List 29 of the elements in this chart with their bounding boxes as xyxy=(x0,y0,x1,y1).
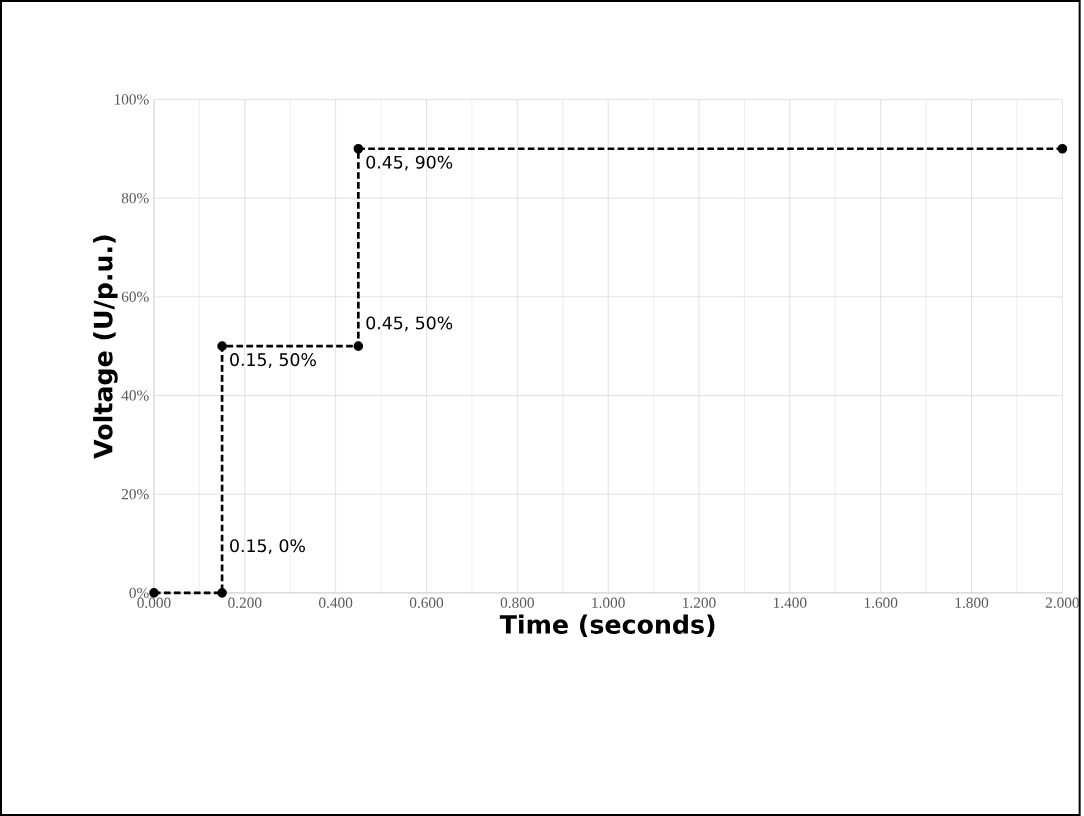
annotation: 0.15, 50% xyxy=(230,353,316,368)
x-tick-label: 0.200 xyxy=(228,597,262,608)
x-tick-label: 1.200 xyxy=(683,597,716,608)
point xyxy=(217,588,227,598)
annotation: 0.45, 90% xyxy=(366,155,453,171)
y-tick-label: 100% xyxy=(114,94,149,105)
point xyxy=(1057,143,1068,154)
annotation: 0.45, 50% xyxy=(366,316,453,332)
y-tick-label: 20% xyxy=(121,489,149,500)
x-axis-title: Time (seconds) xyxy=(499,614,715,637)
annotation: 0.15, 0% xyxy=(230,539,305,555)
point xyxy=(353,143,364,154)
x-tick-label: 0.800 xyxy=(500,597,534,608)
y-axis-title: Voltage (U/p.u.) xyxy=(93,235,118,459)
point xyxy=(353,341,364,351)
x-tick-label: 0.600 xyxy=(409,597,444,608)
x-tick-label: 1.600 xyxy=(864,597,898,608)
x-tick-label: 1.000 xyxy=(592,597,625,608)
point xyxy=(217,341,227,351)
x-tick-label: 1.800 xyxy=(955,597,989,608)
x-tick-label: 0.000 xyxy=(137,597,171,608)
x-tick-label: 2.000 xyxy=(1045,597,1079,608)
x-tick-label: 0.400 xyxy=(319,597,353,608)
x-tick-label: 1.400 xyxy=(773,597,807,608)
point xyxy=(149,588,159,598)
y-tick-label: 80% xyxy=(121,192,149,204)
y-tick-label: 40% xyxy=(121,390,149,401)
y-tick-label: 60% xyxy=(121,291,149,302)
y-tick-label: 0% xyxy=(129,587,149,599)
